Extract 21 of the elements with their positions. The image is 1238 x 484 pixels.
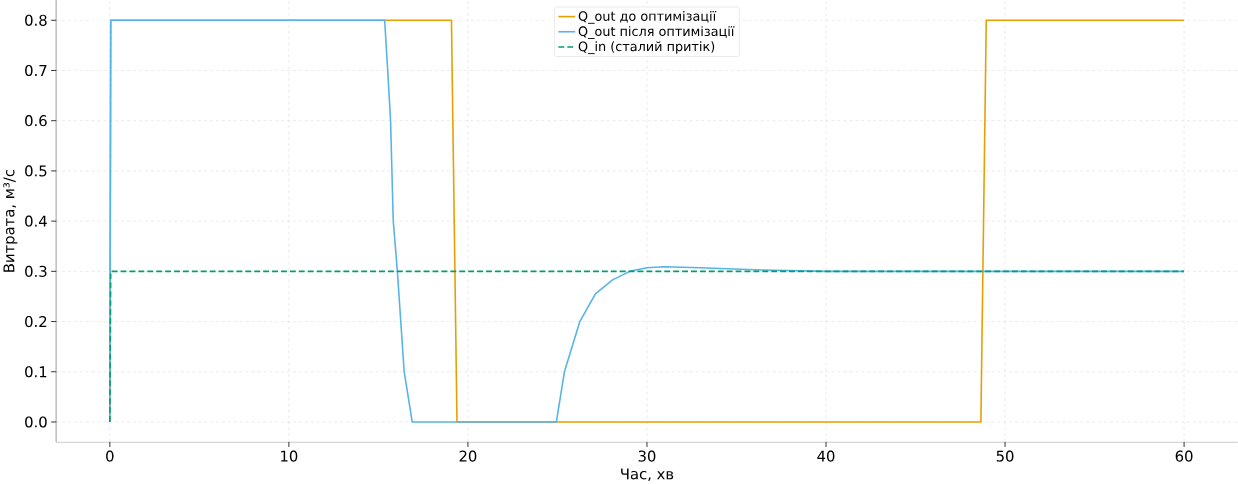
x-tick-label: 50 [996,450,1014,462]
x-tick-label: 30 [638,450,656,462]
x-tick-label: 0 [106,450,114,462]
x-axis-title: Час, хв [621,468,674,481]
y-tick-label: 0.1 [25,366,47,378]
y-tick-label: 0.0 [25,416,47,428]
y-tick-label: 0.7 [25,64,47,76]
legend-label: Q_out до оптимізації [578,10,717,24]
y-tick-label: 0.3 [25,265,47,277]
legend-label: Q_in (сталий притік) [578,41,715,54]
legend-label: Q_out після оптимізації [578,26,735,39]
y-tick-label: 0.5 [25,165,47,177]
y-tick-label: 0.4 [25,215,47,227]
y-axis-title: Витрата, м³/с [3,169,18,272]
x-tick-label: 10 [281,450,298,462]
x-tick-label: 40 [817,450,835,462]
x-tick-label: 20 [459,450,477,462]
x-tick-label: 60 [1175,450,1193,462]
y-tick-label: 0.6 [25,114,47,127]
y-tick-label: 0.8 [25,14,47,26]
y-tick-label: 0.2 [25,315,47,328]
